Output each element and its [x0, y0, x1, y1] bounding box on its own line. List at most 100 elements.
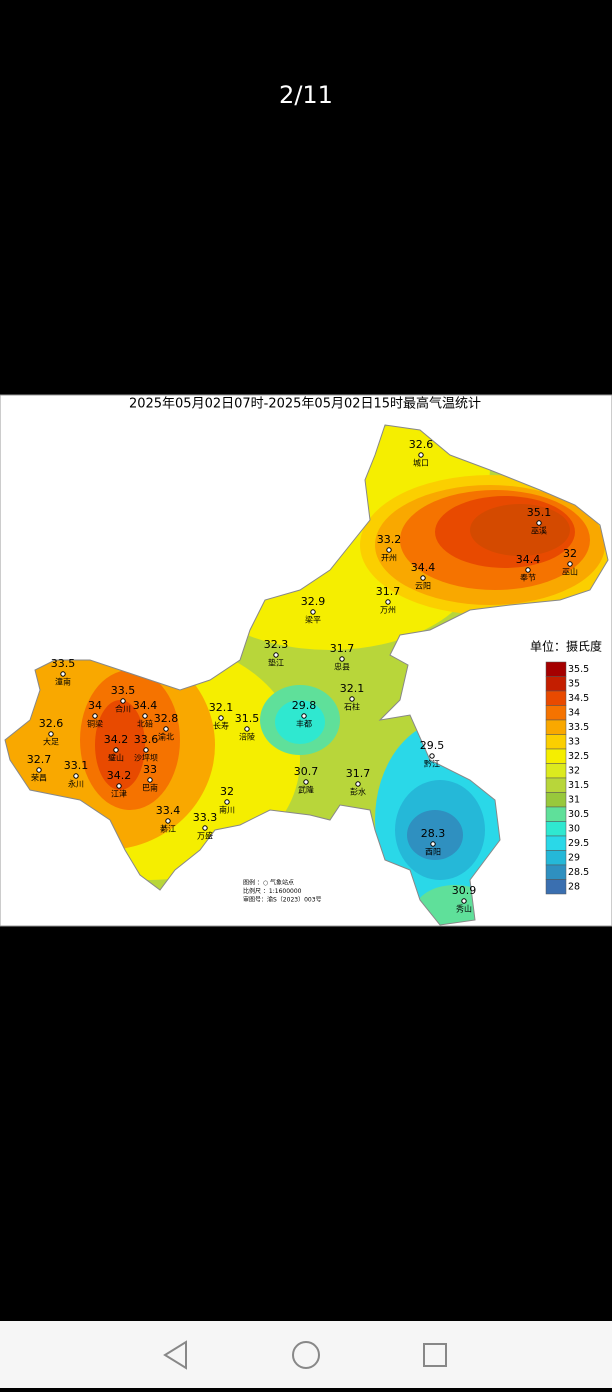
station-name: 荣昌 [31, 773, 47, 783]
station-name: 永川 [68, 779, 84, 789]
legend-swatch [545, 719, 567, 735]
legend-swatch [545, 806, 567, 822]
station-value: 34.2 [104, 733, 129, 746]
station-name: 垫江 [268, 658, 284, 668]
station-name: 长寿 [213, 721, 229, 731]
legend-label: 28 [568, 881, 580, 892]
station-dot [224, 799, 230, 805]
station-name: 涪陵 [239, 732, 255, 742]
legend-swatch [545, 676, 567, 692]
page-counter: 2/11 [279, 81, 333, 109]
map-image: 2025年05月02日07时-2025年05月02日15时最高气温统计 [0, 394, 612, 927]
station-name: 丰都 [296, 719, 312, 729]
station-value: 32 [563, 547, 577, 560]
legend-label: 32.5 [568, 751, 589, 762]
station-dot [60, 671, 66, 677]
legend-swatch [545, 821, 567, 837]
legend-swatch [545, 705, 567, 721]
legend-label: 28.5 [568, 867, 589, 878]
home-button[interactable] [292, 1341, 320, 1369]
station-dot [429, 753, 435, 759]
legend-swatch [545, 690, 567, 706]
station-name: 綦江 [160, 824, 176, 834]
station-name: 江津 [111, 789, 127, 799]
station-name: 璧山 [108, 753, 124, 763]
legend-swatch [545, 748, 567, 764]
station-dot [461, 898, 467, 904]
station-dot [73, 773, 79, 779]
station-name: 云阳 [415, 582, 431, 591]
station-dot [218, 715, 224, 721]
station-dot [386, 547, 392, 553]
station-dot [113, 747, 119, 753]
legend-swatch [545, 777, 567, 793]
recents-button[interactable] [423, 1343, 447, 1367]
legend-label: 29 [568, 852, 580, 863]
legend: 35.5 35 34.5 34 33.5 33 32.5 32 31.5 31 30.5 30 29.5… [545, 661, 589, 895]
legend-swatch [545, 850, 567, 866]
station-value: 29.8 [292, 699, 317, 712]
station-dot [355, 781, 361, 787]
station-dot [142, 713, 148, 719]
legend-swatch [545, 661, 567, 677]
station-dot [430, 841, 436, 847]
station-value: 32.3 [264, 638, 289, 651]
station-dot [202, 825, 208, 831]
station-value: 30.9 [452, 884, 477, 897]
station-dot [339, 656, 345, 662]
station-name: 万州 [380, 606, 396, 615]
station-name: 彭水 [350, 787, 366, 797]
station-dot [567, 561, 573, 567]
station-value: 32 [220, 785, 234, 798]
station-name: 潼南 [55, 677, 71, 687]
station-value: 32.9 [301, 595, 326, 608]
station-name: 巫山 [562, 567, 578, 577]
station-name: 大足 [43, 737, 59, 747]
station-dot [116, 783, 122, 789]
back-button[interactable] [163, 1340, 187, 1370]
station-dot [385, 599, 391, 605]
station-value: 34.4 [411, 561, 436, 574]
station-value: 32.7 [27, 753, 52, 766]
station-value: 32.6 [39, 717, 64, 730]
station-value: 32.6 [409, 438, 434, 451]
nav-background [0, 1321, 612, 1388]
station-name: 城口 [413, 459, 429, 468]
station-dot [273, 652, 279, 658]
station-dot [525, 567, 531, 573]
station-dot [420, 575, 426, 581]
station-name: 沙坪坝 [134, 754, 158, 763]
station-value: 33 [143, 763, 157, 776]
station-value: 28.3 [421, 827, 446, 840]
station-value: 31.7 [376, 585, 401, 598]
station-dot [244, 726, 250, 732]
station-value: 34 [88, 699, 102, 712]
legend-swatch [545, 879, 567, 895]
legend-label: 31 [568, 794, 580, 805]
station-value: 33.5 [51, 657, 76, 670]
legend-label: 34 [568, 707, 580, 718]
station-value: 32.1 [209, 701, 234, 714]
station-dot [143, 747, 149, 753]
station-name: 巫溪 [531, 526, 547, 536]
nav-bar [0, 1321, 612, 1388]
station-value: 34.4 [133, 699, 158, 712]
station-name: 梁平 [305, 616, 321, 625]
legend-label: 35.5 [568, 664, 589, 675]
station-value: 32.1 [340, 682, 365, 695]
legend-swatch [545, 835, 567, 851]
station-dot [147, 777, 153, 783]
station-name: 铜梁 [87, 719, 103, 729]
legend-swatch [545, 763, 567, 779]
legend-title: 单位：摄氏度 [530, 639, 602, 654]
legend-swatch [545, 734, 567, 750]
station-dot [163, 726, 169, 732]
station-name: 开州 [381, 554, 397, 563]
station-name: 渝北 [158, 732, 174, 742]
map-note: 审图号：渝S（2023）003号 [243, 896, 322, 904]
station-dot [310, 609, 316, 615]
station-value: 33.5 [111, 684, 136, 697]
station-dot [349, 696, 355, 702]
